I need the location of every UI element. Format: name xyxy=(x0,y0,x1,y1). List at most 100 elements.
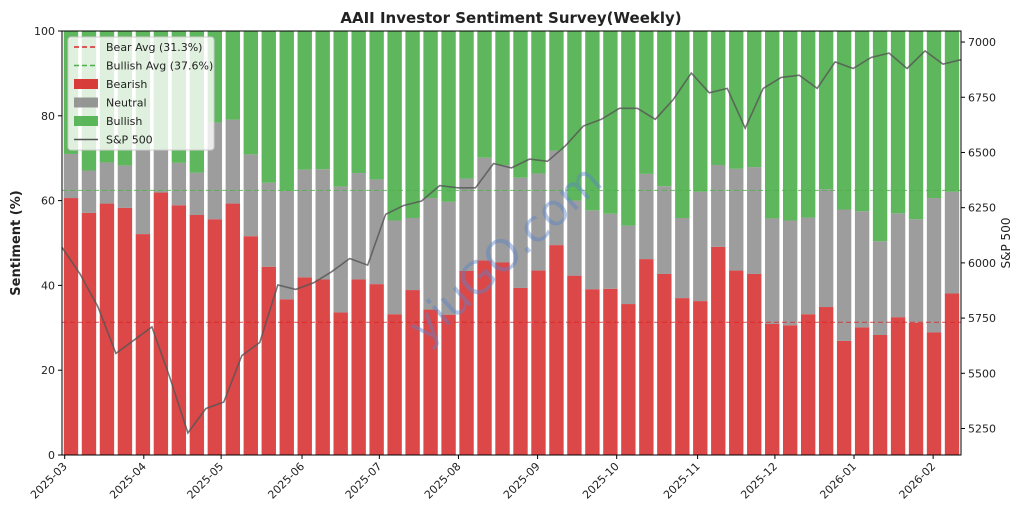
bar-bearish xyxy=(908,322,924,455)
bar-bullish xyxy=(944,31,960,192)
bar-bullish xyxy=(297,31,312,170)
bar-bearish xyxy=(333,312,348,455)
bar-bearish xyxy=(477,260,492,455)
y2-tick-label: 6750 xyxy=(968,91,996,104)
legend-swatch xyxy=(74,79,98,89)
bar-bullish xyxy=(675,31,690,218)
x-tick-label: 2025-07 xyxy=(343,460,385,502)
bar-bearish xyxy=(459,270,474,455)
bar-neutral xyxy=(639,173,654,260)
bar-bearish xyxy=(63,198,79,455)
bar-bullish xyxy=(603,31,618,214)
bar-bullish xyxy=(639,31,654,174)
bar-neutral xyxy=(387,220,402,315)
bar-bullish xyxy=(908,31,924,220)
y2-tick-label: 5250 xyxy=(968,423,996,436)
bar-bearish xyxy=(585,289,600,455)
bar-neutral xyxy=(333,186,348,313)
bar-bearish xyxy=(854,327,870,455)
bar-neutral xyxy=(261,182,276,267)
bar-bullish xyxy=(351,31,366,174)
bar-bullish xyxy=(369,31,384,180)
bar-bullish xyxy=(315,31,330,170)
bar-neutral xyxy=(63,153,79,199)
bar-bearish xyxy=(207,219,223,455)
bar-bearish xyxy=(675,298,690,455)
bar-neutral xyxy=(369,179,384,285)
bar-bullish xyxy=(585,31,600,211)
bar-neutral xyxy=(711,164,726,247)
bar-bearish xyxy=(135,234,151,455)
bar-neutral xyxy=(225,119,241,204)
y-axis-label: Sentiment (%) xyxy=(9,190,24,295)
bar-bearish xyxy=(369,284,384,455)
bar-neutral xyxy=(729,168,744,271)
bar-bullish xyxy=(405,31,420,218)
bar-bullish xyxy=(926,31,942,199)
bar-bullish xyxy=(459,31,474,179)
bar-bearish xyxy=(261,266,276,455)
bar-neutral xyxy=(693,191,708,302)
bar-bullish xyxy=(549,31,564,151)
bar-bullish xyxy=(729,31,744,169)
bar-neutral xyxy=(926,198,942,333)
legend: Bear Avg (31.3%) Bullish Avg (37.6%) Beari… xyxy=(67,36,215,151)
y-tick-label: 40 xyxy=(41,279,55,292)
bar-bearish xyxy=(387,314,402,455)
y-tick-label: 0 xyxy=(48,449,55,462)
bar-bullish xyxy=(261,31,276,183)
bar-bullish xyxy=(836,31,852,210)
x-tick-label: 2025-05 xyxy=(185,460,227,502)
bar-bearish xyxy=(297,277,312,455)
plot-frame xyxy=(61,30,962,456)
bar-bullish xyxy=(243,31,258,155)
bar-neutral xyxy=(800,217,816,315)
x-tick-label: 2026-02 xyxy=(897,460,939,502)
bar-neutral xyxy=(117,165,133,208)
legend-label: S&P 500 xyxy=(106,134,153,147)
bar-bearish xyxy=(890,317,906,455)
bar-neutral xyxy=(351,173,366,280)
bar-bullish xyxy=(333,31,348,187)
bar-neutral xyxy=(549,150,564,246)
bar-bearish xyxy=(405,290,420,455)
bar-bearish xyxy=(243,236,258,455)
bar-bullish xyxy=(477,31,492,158)
bar-neutral xyxy=(872,241,888,336)
bar-neutral xyxy=(675,217,690,299)
bar-bearish xyxy=(693,301,708,455)
legend-label: Bullish Avg (37.6%) xyxy=(106,60,213,73)
bar-bearish xyxy=(225,203,241,455)
bar-bullish xyxy=(387,31,402,221)
bar-bearish xyxy=(818,307,834,455)
bar-bullish xyxy=(693,31,708,192)
bar-bearish xyxy=(531,270,546,455)
x-tick-label: 2025-12 xyxy=(738,460,780,502)
x-tick-label: 2025-03 xyxy=(28,460,70,502)
bar-bullish xyxy=(531,31,546,174)
bar-bullish xyxy=(423,31,438,199)
sp500-line xyxy=(61,49,962,435)
bar-neutral xyxy=(171,162,187,206)
bar-neutral xyxy=(99,162,115,204)
bar-bearish xyxy=(567,275,582,455)
bar-neutral xyxy=(279,190,294,300)
bar-bullish xyxy=(495,31,510,165)
bar-bearish xyxy=(549,245,564,455)
bar-neutral xyxy=(189,172,205,216)
x-tick-label: 2025-08 xyxy=(422,460,464,502)
bar-bearish xyxy=(836,340,852,455)
bar-bearish xyxy=(495,262,510,455)
y-tick-label: 80 xyxy=(41,110,55,123)
bar-bullish xyxy=(441,31,456,202)
bar-neutral xyxy=(315,169,330,280)
bar-bearish xyxy=(657,273,672,455)
y2-tick-label: 6250 xyxy=(968,202,996,215)
bar-bullish xyxy=(279,31,294,191)
bar-neutral xyxy=(531,173,546,271)
bar-bullish xyxy=(621,31,636,226)
bar-bullish xyxy=(765,31,780,219)
plot-area: 0 20 40 60 80 100 5250 5500 5750 6000 6250 6500 6750… xyxy=(28,25,996,502)
